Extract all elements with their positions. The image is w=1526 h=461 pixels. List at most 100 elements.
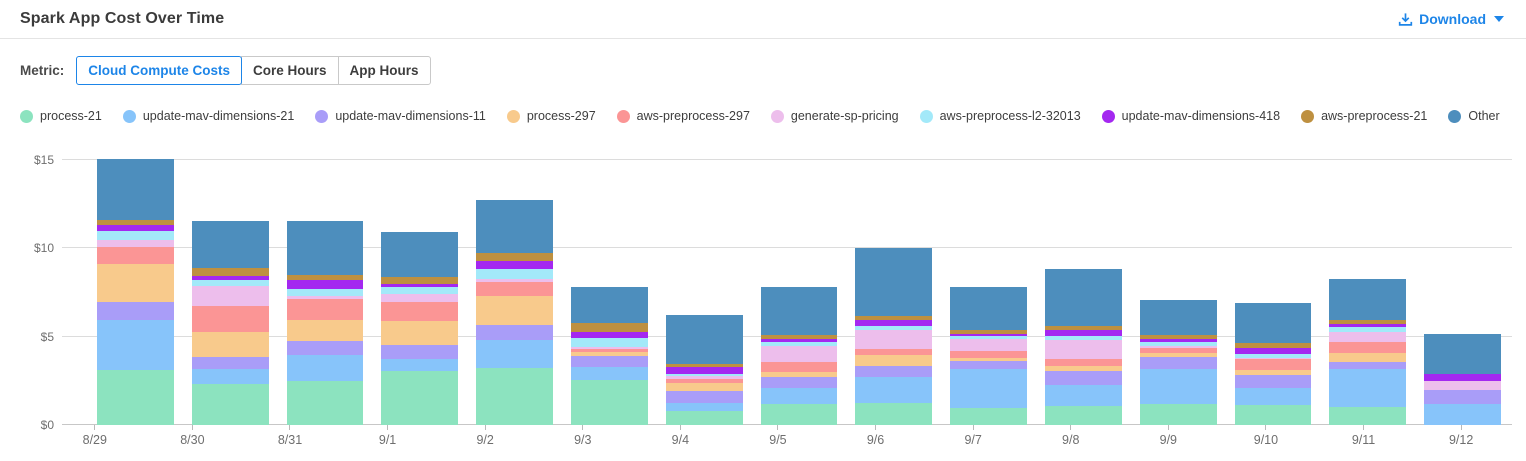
bar-segment-aws-preprocess-21[interactable] [1329, 320, 1407, 325]
bar-segment-update-mav-dimensions-21[interactable] [855, 376, 933, 403]
bar-segment-aws-preprocess-21[interactable] [855, 315, 933, 320]
bar-segment-update-mav-dimensions-418[interactable] [950, 333, 1027, 336]
bar-segment-process-297[interactable] [950, 357, 1027, 362]
bar-segment-other[interactable] [1044, 269, 1122, 327]
bar-segment-aws-preprocess-297[interactable] [97, 247, 174, 265]
bar-segment-process-297[interactable] [1139, 352, 1217, 358]
bar-segment-process-297[interactable] [191, 332, 269, 357]
bar-segment-aws-preprocess-l2-32013[interactable] [286, 288, 364, 297]
bar-segment-update-mav-dimensions-21[interactable] [570, 366, 648, 380]
bar-segment-process-21[interactable] [570, 379, 648, 425]
bar-segment-aws-preprocess-21[interactable] [97, 220, 174, 226]
legend-item-update-mav-dimensions-21[interactable]: update-mav-dimensions-21 [122, 109, 294, 123]
bar-segment-aws-preprocess-21[interactable] [191, 268, 269, 277]
bar-segment-aws-preprocess-297[interactable] [950, 351, 1027, 358]
bar-segment-update-mav-dimensions-418[interactable] [1424, 374, 1501, 382]
bar-segment-other[interactable] [760, 287, 838, 336]
bar-segment-process-21[interactable] [1234, 404, 1312, 425]
bar-segment-other[interactable] [97, 158, 174, 221]
bar-segment-other[interactable] [855, 248, 933, 316]
bar-segment-process-21[interactable] [950, 407, 1027, 425]
bar-segment-update-mav-dimensions-418[interactable] [1139, 339, 1217, 343]
bar-segment-generate-sp-pricing[interactable] [97, 240, 174, 248]
bar-segment-update-mav-dimensions-11[interactable] [760, 376, 838, 389]
bar-segment-process-297[interactable] [286, 320, 364, 342]
bar-segment-process-21[interactable] [1329, 407, 1407, 425]
bar-segment-other[interactable] [570, 287, 648, 324]
bar-segment-generate-sp-pricing[interactable] [191, 285, 269, 306]
bar-segment-aws-preprocess-297[interactable] [1044, 358, 1122, 366]
bar-segment-process-21[interactable] [760, 404, 838, 425]
bar-segment-aws-preprocess-l2-32013[interactable] [476, 268, 553, 279]
bar-segment-process-21[interactable] [191, 384, 269, 425]
bar-segment-update-mav-dimensions-418[interactable] [381, 283, 459, 288]
bar-segment-update-mav-dimensions-418[interactable] [1044, 329, 1122, 337]
bar-segment-update-mav-dimensions-418[interactable] [760, 339, 838, 342]
bar-segment-aws-preprocess-l2-32013[interactable] [760, 341, 838, 347]
bar-segment-generate-sp-pricing[interactable] [760, 346, 838, 363]
bar-segment-update-mav-dimensions-21[interactable] [1044, 384, 1122, 407]
bar-segment-process-21[interactable] [855, 402, 933, 425]
bar-segment-aws-preprocess-297[interactable] [855, 348, 933, 356]
bar-segment-update-mav-dimensions-418[interactable] [476, 261, 553, 269]
bar-segment-aws-preprocess-21[interactable] [1139, 335, 1217, 340]
bar-segment-aws-preprocess-21[interactable] [570, 323, 648, 333]
bar-segment-aws-preprocess-l2-32013[interactable] [855, 326, 933, 330]
bar-segment-update-mav-dimensions-418[interactable] [1329, 324, 1407, 328]
bar-segment-aws-preprocess-l2-32013[interactable] [1139, 342, 1217, 347]
bar-segment-update-mav-dimensions-11[interactable] [1424, 389, 1501, 405]
bar-segment-aws-preprocess-l2-32013[interactable] [191, 280, 269, 286]
bar-segment-aws-preprocess-21[interactable] [381, 277, 459, 284]
bar-segment-generate-sp-pricing[interactable] [1234, 358, 1312, 360]
bar-segment-update-mav-dimensions-11[interactable] [665, 391, 743, 404]
bar-segment-update-mav-dimensions-418[interactable] [286, 280, 364, 289]
bar-segment-update-mav-dimensions-11[interactable] [1329, 361, 1407, 370]
bar-segment-process-297[interactable] [855, 355, 933, 366]
bar-segment-update-mav-dimensions-11[interactable] [286, 341, 364, 356]
metric-tab-cloud-compute-costs[interactable]: Cloud Compute Costs [76, 56, 243, 85]
bar-segment-generate-sp-pricing[interactable] [476, 278, 553, 283]
legend-item-update-mav-dimensions-11[interactable]: update-mav-dimensions-11 [315, 109, 486, 123]
bar-segment-generate-sp-pricing[interactable] [286, 296, 364, 299]
bar-segment-aws-preprocess-l2-32013[interactable] [1044, 336, 1122, 340]
bar-segment-aws-preprocess-l2-32013[interactable] [1234, 354, 1312, 359]
bar-segment-generate-sp-pricing[interactable] [665, 376, 743, 379]
bar-segment-update-mav-dimensions-418[interactable] [665, 366, 743, 374]
bar-segment-aws-preprocess-21[interactable] [1044, 326, 1122, 330]
bar-segment-update-mav-dimensions-21[interactable] [191, 369, 269, 385]
bar-segment-process-21[interactable] [1139, 404, 1217, 425]
bar-segment-aws-preprocess-297[interactable] [760, 362, 838, 372]
bar-segment-update-mav-dimensions-11[interactable] [1139, 357, 1217, 370]
bar-segment-aws-preprocess-297[interactable] [665, 378, 743, 384]
legend-item-aws-preprocess-21[interactable]: aws-preprocess-21 [1301, 109, 1427, 123]
bar-segment-process-21[interactable] [381, 371, 459, 425]
bar-segment-aws-preprocess-l2-32013[interactable] [950, 335, 1027, 340]
bar-segment-generate-sp-pricing[interactable] [1139, 346, 1217, 349]
legend-item-other[interactable]: Other [1448, 109, 1500, 123]
bar-segment-process-21[interactable] [286, 380, 364, 425]
bar-segment-other[interactable] [950, 286, 1027, 331]
bar-segment-aws-preprocess-297[interactable] [1329, 341, 1407, 353]
bar-segment-update-mav-dimensions-21[interactable] [381, 358, 459, 372]
bar-segment-other[interactable] [191, 221, 269, 269]
metric-tab-app-hours[interactable]: App Hours [337, 56, 431, 85]
bar-segment-update-mav-dimensions-21[interactable] [286, 355, 364, 381]
bar-segment-aws-preprocess-l2-32013[interactable] [570, 337, 648, 348]
legend-item-aws-preprocess-l2-32013[interactable]: aws-preprocess-l2-32013 [919, 109, 1081, 123]
bar-segment-aws-preprocess-21[interactable] [476, 253, 553, 262]
bar-segment-aws-preprocess-297[interactable] [476, 282, 553, 297]
legend-item-update-mav-dimensions-418[interactable]: update-mav-dimensions-418 [1101, 109, 1280, 123]
bar-segment-other[interactable] [1329, 279, 1407, 321]
bar-segment-update-mav-dimensions-21[interactable] [665, 403, 743, 412]
bar-segment-other[interactable] [476, 199, 553, 254]
bar-segment-process-297[interactable] [1234, 370, 1312, 376]
bar-segment-update-mav-dimensions-11[interactable] [1044, 371, 1122, 385]
bar-segment-update-mav-dimensions-418[interactable] [1234, 347, 1312, 355]
legend-item-generate-sp-pricing[interactable]: generate-sp-pricing [770, 109, 899, 123]
bar-segment-update-mav-dimensions-21[interactable] [1329, 369, 1407, 408]
bar-segment-update-mav-dimensions-11[interactable] [191, 356, 269, 370]
legend-item-process-21[interactable]: process-21 [20, 109, 102, 123]
bar-segment-generate-sp-pricing[interactable] [855, 329, 933, 349]
bar-segment-update-mav-dimensions-418[interactable] [97, 225, 174, 231]
bar-segment-update-mav-dimensions-11[interactable] [570, 355, 648, 367]
